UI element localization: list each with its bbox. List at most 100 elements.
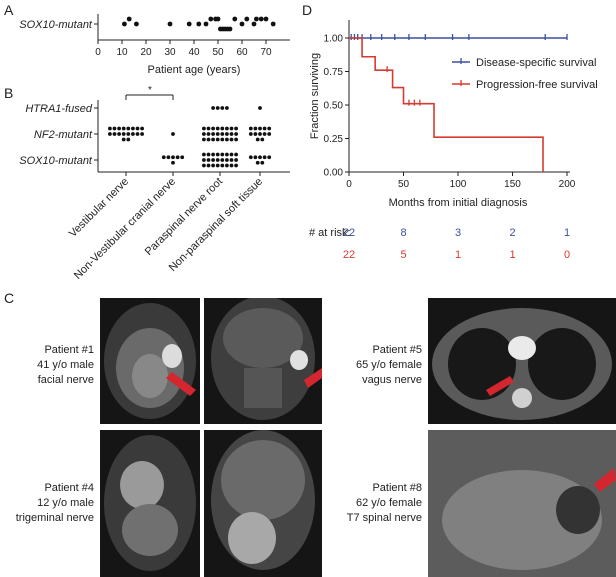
mri-patient4-coronal xyxy=(204,430,322,577)
category-data-point xyxy=(255,160,260,165)
case-caption-line: Patient #5 xyxy=(372,344,422,356)
panel-d-xtick-label: 0 xyxy=(346,179,352,190)
category-data-point xyxy=(211,137,216,142)
age-data-point xyxy=(244,16,250,22)
category-data-point xyxy=(225,152,229,157)
category-data-point xyxy=(260,160,265,165)
panel-d-ytick-label: 0.25 xyxy=(324,134,344,145)
panel-d-ytick-label: 0.50 xyxy=(324,101,344,112)
category-data-point xyxy=(206,132,211,136)
panel-d-ytick-label: 1.00 xyxy=(324,34,344,45)
category-data-point xyxy=(131,132,135,136)
category-data-point xyxy=(225,106,229,110)
panel-a-xtick-label: 50 xyxy=(212,47,224,58)
category-data-point xyxy=(126,132,131,136)
category-data-point xyxy=(234,137,239,142)
panel-a-xtick-label: 70 xyxy=(260,47,272,58)
category-data-point xyxy=(253,126,258,131)
category-data-point xyxy=(248,132,253,136)
category-data-point xyxy=(131,126,135,131)
at-risk-count: 1 xyxy=(455,249,461,261)
category-data-point xyxy=(121,137,126,142)
at-risk-count: 22 xyxy=(343,227,355,239)
category-data-point xyxy=(135,126,140,131)
category-data-point xyxy=(220,126,225,131)
category-data-point xyxy=(211,152,216,157)
at-risk-count: 22 xyxy=(343,249,355,261)
age-data-point xyxy=(134,21,139,27)
category-data-point xyxy=(234,132,239,136)
case-caption-patient5: Patient #5 65 y/o female vagus nerve xyxy=(328,343,422,388)
category-data-point xyxy=(117,132,121,136)
ct-patient5-axial xyxy=(428,298,616,424)
category-data-point xyxy=(229,163,234,168)
category-data-point xyxy=(229,126,234,131)
category-data-point xyxy=(229,132,234,136)
category-data-point xyxy=(248,155,253,160)
category-data-point xyxy=(171,155,175,160)
panel-d-ylabel: Fraction surviving xyxy=(309,53,321,139)
category-data-point xyxy=(166,155,171,160)
category-data-point xyxy=(180,155,185,160)
category-data-point xyxy=(117,126,121,131)
age-data-point xyxy=(126,16,132,22)
at-risk-count: 3 xyxy=(455,227,461,239)
category-data-point xyxy=(220,163,225,168)
panel-d-xtick-label: 200 xyxy=(559,179,576,190)
case-caption-line: vagus nerve xyxy=(362,374,422,386)
age-data-point xyxy=(167,21,173,27)
panel-d-xtick-label: 100 xyxy=(450,179,467,190)
panel-a-xtick-label: 40 xyxy=(188,47,200,58)
panel-label-a: A xyxy=(4,2,14,18)
category-data-point xyxy=(225,137,229,142)
at-risk-count: 5 xyxy=(400,249,406,261)
panel-label-d: D xyxy=(302,2,312,18)
case-caption-line: Patient #8 xyxy=(372,482,422,494)
ct-patient5-axial-image xyxy=(432,308,612,420)
category-data-point xyxy=(220,137,225,142)
category-data-point xyxy=(267,155,272,160)
age-data-point xyxy=(215,16,221,22)
category-data-point xyxy=(121,126,126,131)
case-caption-line: 41 y/o male xyxy=(37,359,94,371)
category-data-point xyxy=(267,132,272,136)
category-data-point xyxy=(121,132,126,136)
category-data-point xyxy=(206,158,211,162)
category-data-point xyxy=(108,132,112,136)
category-data-point xyxy=(161,155,166,160)
age-data-point xyxy=(239,21,245,27)
at-risk-count: 2 xyxy=(509,227,515,239)
category-data-point xyxy=(135,132,140,136)
case-caption-line: facial nerve xyxy=(37,374,94,386)
category-data-point xyxy=(126,137,131,142)
case-caption-line: Patient #4 xyxy=(44,482,94,494)
category-data-point xyxy=(215,106,220,110)
category-data-point xyxy=(215,126,220,131)
age-data-point xyxy=(258,16,264,22)
mri-patient1-axial-image xyxy=(104,303,196,419)
category-data-point xyxy=(126,126,131,131)
case-caption-line: 12 y/o male xyxy=(37,497,94,509)
category-data-point xyxy=(225,163,229,168)
category-data-point xyxy=(220,158,225,162)
category-data-point xyxy=(112,132,117,136)
category-data-point xyxy=(206,126,211,131)
panel-d-ytick-label: 0.75 xyxy=(324,67,344,78)
age-data-point xyxy=(203,21,209,27)
category-data-point xyxy=(267,126,272,131)
panel-d-xtick-label: 50 xyxy=(398,179,410,190)
mri-patient4-coronal-image xyxy=(211,430,315,570)
panel-label-b: B xyxy=(4,85,13,101)
category-data-point xyxy=(258,126,262,131)
case-caption-line: 62 y/o female xyxy=(355,497,422,509)
panel-a-xtick-label: 0 xyxy=(95,47,101,58)
category-data-point xyxy=(253,155,258,160)
category-data-point xyxy=(258,106,262,110)
age-data-point xyxy=(270,21,276,27)
category-data-point xyxy=(171,132,175,136)
category-data-point xyxy=(206,163,211,168)
category-data-point xyxy=(215,152,220,157)
category-data-point xyxy=(112,126,117,131)
category-data-point xyxy=(229,152,234,157)
